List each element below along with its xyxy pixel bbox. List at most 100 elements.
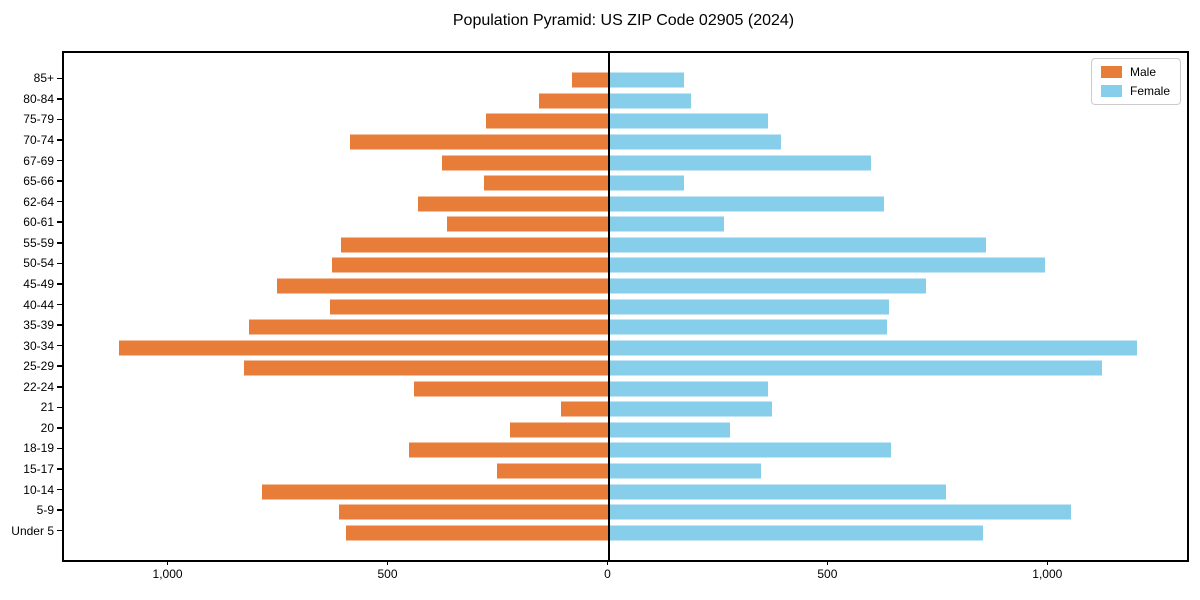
y-axis-label-45-49: 45-49 xyxy=(23,276,54,291)
y-tick-mark xyxy=(57,242,62,244)
female-bar-18-19 xyxy=(609,442,891,458)
legend: Male Female xyxy=(1090,58,1181,105)
male-bar-Under 5 xyxy=(345,525,610,541)
y-tick-mark xyxy=(57,303,62,306)
male-bar-62-64 xyxy=(418,196,610,212)
male-bar-75-79 xyxy=(486,113,610,129)
y-axis-label-15-17: 15-17 xyxy=(23,462,54,477)
bars-layer xyxy=(64,53,1187,560)
y-axis-label-22-24: 22-24 xyxy=(23,379,54,394)
y-tick-mark xyxy=(57,200,62,203)
y-axis-label-65-66: 65-66 xyxy=(23,174,54,189)
y-tick-mark xyxy=(57,221,62,223)
male-bar-80-84 xyxy=(539,93,610,109)
female-bar-67-69 xyxy=(609,155,872,171)
y-tick-mark xyxy=(57,447,62,450)
female-bar-20 xyxy=(609,422,731,438)
y-tick-mark xyxy=(57,406,62,409)
chart-title: Population Pyramid: US ZIP Code 02905 (2… xyxy=(452,12,795,29)
female-bar-85+ xyxy=(609,72,685,88)
x-tick-mark xyxy=(606,560,609,565)
y-axis-label-50-54: 50-54 xyxy=(23,256,54,271)
y-tick-mark xyxy=(57,262,62,265)
female-bar-30-34 xyxy=(609,340,1138,356)
y-tick-mark xyxy=(57,139,62,141)
female-bar-60-61 xyxy=(609,216,724,232)
x-tick-mark xyxy=(1046,560,1049,565)
x-tick-mark xyxy=(166,560,169,565)
male-bar-30-34 xyxy=(118,340,610,356)
y-tick-mark xyxy=(57,324,62,326)
male-bar-22-24 xyxy=(413,381,610,397)
y-axis-label-55-59: 55-59 xyxy=(23,235,54,250)
female-bar-5-9 xyxy=(609,504,1072,520)
female-bar-25-29 xyxy=(609,360,1103,376)
female-swatch-icon xyxy=(1100,85,1122,97)
x-axis-label: 500 xyxy=(377,567,398,581)
y-tick-mark xyxy=(57,159,62,162)
x-tick-mark xyxy=(386,560,389,565)
female-bar-21 xyxy=(609,401,773,417)
female-bar-Under 5 xyxy=(609,525,984,541)
x-axis-label: 0 xyxy=(604,567,611,581)
y-tick-mark xyxy=(57,283,62,285)
plot-area: Male Female xyxy=(62,51,1189,562)
y-tick-mark xyxy=(57,386,62,388)
female-bar-45-49 xyxy=(609,278,927,294)
y-axis-label-62-64: 62-64 xyxy=(23,194,54,209)
female-bar-35-39 xyxy=(609,319,887,335)
x-tick-mark xyxy=(826,560,829,565)
y-axis-label-Under 5: Under 5 xyxy=(11,523,54,538)
female-bar-40-44 xyxy=(609,299,889,314)
male-bar-85+ xyxy=(572,72,610,88)
y-axis-label-85+: 85+ xyxy=(33,71,54,86)
y-tick-mark xyxy=(57,180,62,182)
male-bar-18-19 xyxy=(409,442,610,458)
female-bar-15-17 xyxy=(609,463,762,479)
y-tick-mark xyxy=(57,509,62,511)
female-bar-70-74 xyxy=(609,134,781,150)
y-axis-label-35-39: 35-39 xyxy=(23,318,54,333)
y-tick-mark xyxy=(57,427,62,429)
legend-item-male: Male xyxy=(1100,65,1170,79)
x-axis-label: 1,000 xyxy=(1032,567,1063,581)
x-axis-label: 500 xyxy=(817,567,838,581)
y-tick-mark xyxy=(57,77,62,80)
y-axis-label-75-79: 75-79 xyxy=(23,112,54,127)
y-axis-label-21: 21 xyxy=(40,400,54,415)
male-bar-45-49 xyxy=(277,278,610,294)
female-bar-62-64 xyxy=(609,196,885,212)
legend-label-male: Male xyxy=(1129,65,1156,79)
female-bar-10-14 xyxy=(609,484,946,500)
legend-label-female: Female xyxy=(1129,84,1170,98)
male-bar-65-66 xyxy=(484,175,610,191)
male-bar-50-54 xyxy=(332,257,610,273)
x-axis-label: 1,000 xyxy=(152,567,183,581)
male-bar-55-59 xyxy=(341,237,610,253)
y-tick-mark xyxy=(57,118,62,121)
female-bar-75-79 xyxy=(609,113,768,129)
y-axis-label-10-14: 10-14 xyxy=(23,482,54,497)
male-bar-25-29 xyxy=(244,360,610,376)
y-axis-label-40-44: 40-44 xyxy=(23,297,54,312)
female-bar-65-66 xyxy=(609,175,685,191)
y-axis-label-60-61: 60-61 xyxy=(23,215,54,230)
male-bar-21 xyxy=(561,401,610,417)
male-bar-40-44 xyxy=(330,299,610,314)
male-bar-15-17 xyxy=(497,463,610,479)
male-bar-10-14 xyxy=(261,484,610,500)
y-axis-label-67-69: 67-69 xyxy=(23,153,54,168)
y-axis-label-25-29: 25-29 xyxy=(23,359,54,374)
y-axis-label-20: 20 xyxy=(40,420,54,435)
male-bar-35-39 xyxy=(248,319,610,335)
y-tick-mark xyxy=(57,98,62,100)
y-axis-label-80-84: 80-84 xyxy=(23,91,54,106)
male-bar-60-61 xyxy=(446,216,610,232)
y-axis-label-5-9: 5-9 xyxy=(36,503,54,518)
male-bar-67-69 xyxy=(442,155,610,171)
y-axis-label-70-74: 70-74 xyxy=(23,132,54,147)
y-tick-mark xyxy=(57,468,62,470)
y-tick-mark xyxy=(57,488,62,491)
female-bar-55-59 xyxy=(609,237,986,253)
